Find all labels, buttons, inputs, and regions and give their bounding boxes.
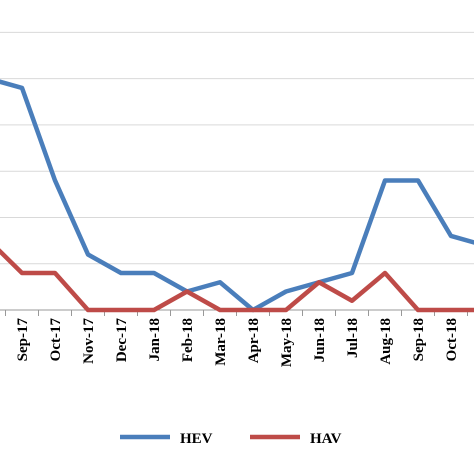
x-tick-label: Aug-18 [378, 318, 394, 365]
x-tick-label: Dec-17 [114, 318, 130, 363]
x-tick-label: Sep-17 [15, 318, 31, 362]
line-series [0, 79, 474, 313]
x-tick-label: Jun-18 [312, 318, 328, 362]
legend-label: HEV [180, 431, 213, 447]
legend-label: HAV [310, 431, 342, 447]
x-tick-label: Oct-18 [444, 318, 460, 361]
x-tick-label: Nov-17 [81, 318, 97, 364]
x-tick-label: Jan-18 [147, 318, 163, 361]
x-tick-label: May-18 [279, 318, 295, 367]
x-tick-label: Feb-18 [180, 318, 196, 362]
x-tick-label: Oct-17 [48, 318, 64, 362]
line-series [0, 248, 474, 313]
x-tick-label: Mar-18 [213, 318, 229, 366]
x-tick-label: Sep-18 [411, 318, 427, 361]
x-tick-label: Jul-18 [345, 318, 361, 358]
x-tick-label: Apr-18 [246, 318, 262, 363]
